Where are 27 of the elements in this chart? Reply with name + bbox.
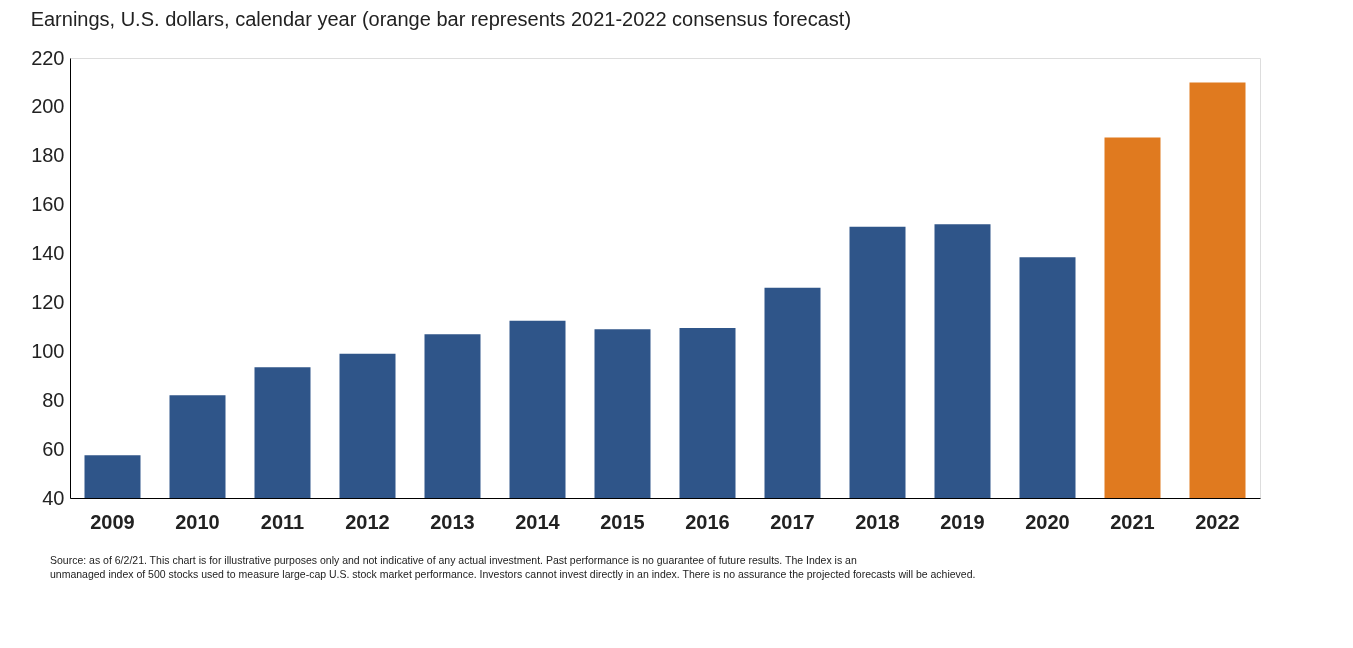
x-tick-label: 2014 — [515, 510, 561, 533]
x-tick-label: 2016 — [685, 510, 730, 533]
y-tick-label: 140 — [31, 242, 65, 265]
x-tick-label: 2015 — [600, 510, 645, 533]
x-tick-label: 2011 — [260, 510, 305, 533]
chart-title: Earnings, U.S. dollars, calendar year (orange bar represents 2021-2022 consensus forecast) — [30, 8, 852, 30]
y-tick-label: 100 — [31, 339, 65, 362]
x-tick-label: 2021 — [1110, 510, 1155, 533]
y-tick-label: 40 — [42, 486, 65, 509]
y-tick-label: 180 — [31, 144, 65, 167]
x-tick-label: 2017 — [770, 510, 815, 533]
x-tick-label: 2022 — [1195, 510, 1240, 533]
y-tick-label: 80 — [42, 388, 65, 411]
x-tick-label: 2009 — [90, 510, 135, 533]
y-tick-label: 160 — [31, 193, 65, 216]
source-note: Source: as of 6/2/21. This chart is for illustrative purposes only and not indicative of any actual investment. Past performance is no guarantee of future results. The Index is an — [50, 554, 857, 566]
x-tick-label: 2013 — [430, 510, 475, 533]
y-tick-label: 220 — [31, 46, 65, 69]
x-tick-label: 2012 — [345, 510, 390, 533]
y-tick-label: 200 — [31, 95, 65, 118]
x-tick-label: 2020 — [1025, 510, 1070, 533]
x-tick-label: 2010 — [175, 510, 220, 533]
x-tick-label: 2019 — [940, 510, 985, 533]
x-tick-label: 2018 — [855, 510, 900, 533]
text: unmanaged index of 500 stocks used to measure large-cap U.S. stock market performance. Investors cannot invest directly in an index. There is no assurance the projected forecasts will be achieved. — [50, 568, 976, 580]
y-tick-label: 60 — [42, 437, 65, 460]
y-tick-label: 120 — [31, 290, 65, 313]
